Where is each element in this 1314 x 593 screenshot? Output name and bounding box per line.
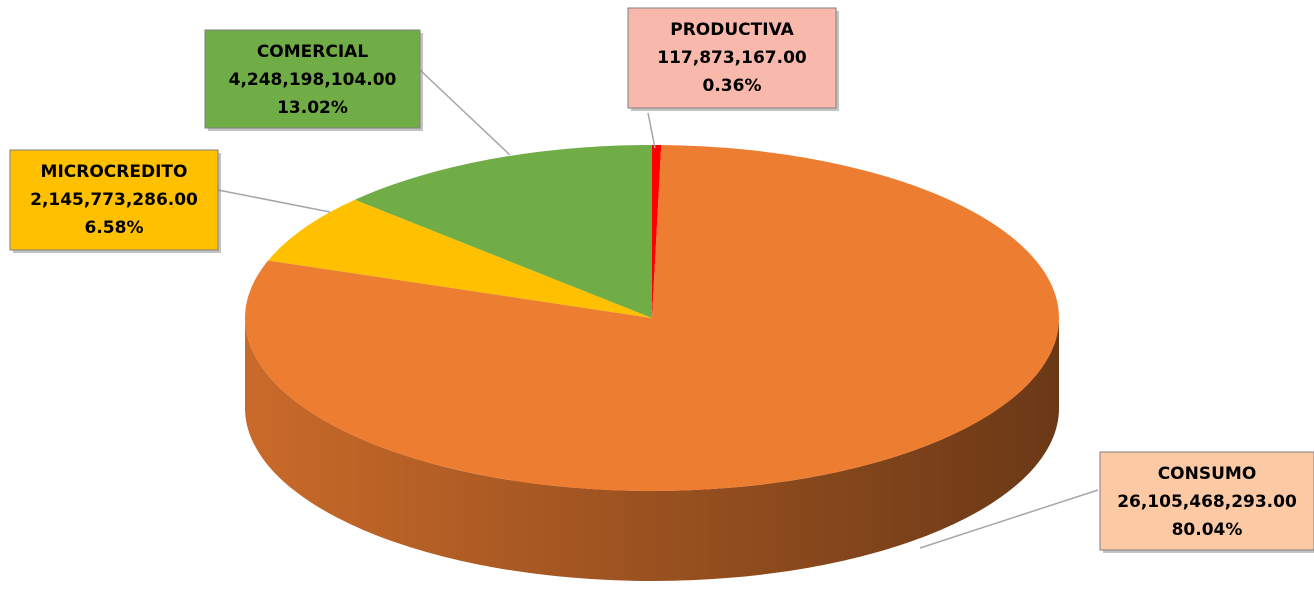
pie-slice: [244, 145, 1059, 492]
category-label: MICROCREDITO: [41, 162, 188, 182]
label-box: [627, 7, 837, 109]
pie-tops: [244, 145, 1059, 492]
category-label: CONSUMO: [1158, 464, 1257, 484]
value-label: 117,873,167.00: [657, 48, 807, 68]
label-box: [9, 149, 219, 251]
pie-slice: [354, 145, 652, 318]
value-label: 2,145,773,286.00: [30, 190, 198, 210]
leader-line: [647, 112, 656, 149]
leader-line: [217, 189, 331, 213]
category-label: COMERCIAL: [257, 42, 369, 62]
leader-line: [419, 69, 511, 156]
label-box: [204, 29, 421, 129]
percent-label: 6.58%: [85, 218, 144, 238]
percent-label: 13.02%: [277, 98, 348, 118]
label-box: [1099, 451, 1314, 551]
category-label: PRODUCTIVA: [670, 20, 794, 40]
side-shade: [245, 318, 1059, 581]
value-label: 4,248,198,104.00: [229, 70, 397, 90]
leader-line: [919, 489, 1099, 549]
data-labels: PRODUCTIVA 117,873,167.00 0.36% CONSUMO 26,1…: [9, 7, 1314, 553]
pie-slice: [652, 145, 662, 318]
percent-label: 0.36%: [703, 76, 762, 96]
pie-sides: [245, 318, 1059, 581]
pie-slice: [268, 199, 652, 318]
percent-label: 80.04%: [1172, 520, 1243, 540]
value-label: 26,105,468,293.00: [1117, 492, 1297, 512]
